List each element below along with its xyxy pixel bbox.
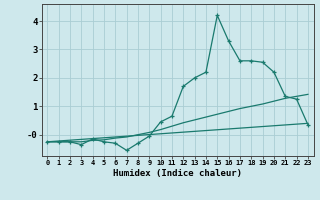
X-axis label: Humidex (Indice chaleur): Humidex (Indice chaleur) — [113, 169, 242, 178]
